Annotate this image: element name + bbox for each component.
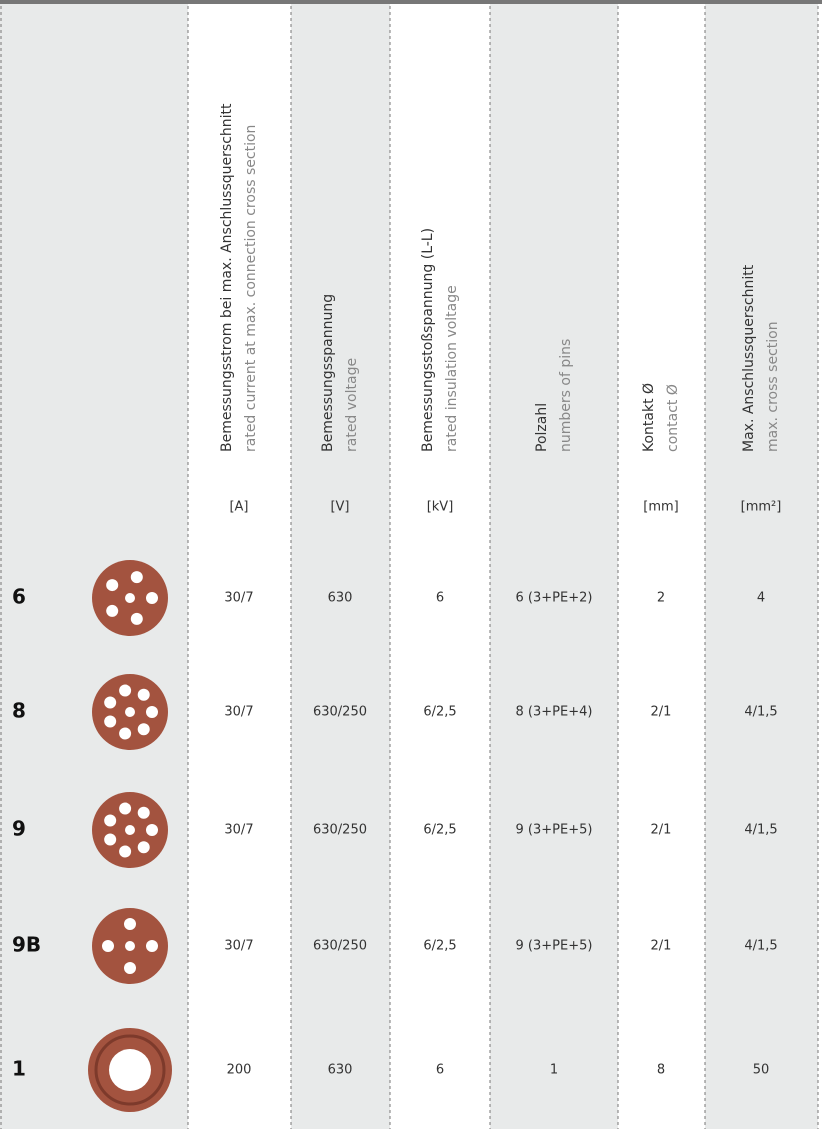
connector-hole [125, 593, 135, 603]
cell-value: 6 [436, 1063, 444, 1078]
connector-hole [124, 962, 136, 974]
cell-value: 9 (3+PE+5) [516, 823, 593, 838]
header-de: Kontakt Ø [641, 383, 657, 452]
row-label: 9 [12, 817, 26, 841]
cell-value: 30/7 [224, 823, 253, 838]
cell-value: 630/250 [313, 939, 367, 954]
connector-hole [119, 802, 132, 815]
connector-hole [146, 592, 158, 604]
connector-hole [137, 841, 150, 854]
cell-value: 9 (3+PE+5) [516, 939, 593, 954]
header-en: rated voltage [344, 358, 360, 452]
header-unit: [mm²] [741, 500, 782, 515]
top-border [0, 0, 822, 4]
connector-image [92, 908, 168, 984]
connector-hole [119, 845, 132, 858]
connector-hole [109, 1049, 151, 1091]
cell-value: 2/1 [651, 823, 672, 838]
header-unit: [V] [330, 500, 349, 515]
connector-hole [125, 941, 135, 951]
cell-value: 6/2,5 [423, 823, 456, 838]
header-unit: [A] [229, 500, 248, 515]
connector-hole [125, 707, 135, 717]
cell-value: 8 (3+PE+4) [516, 705, 593, 720]
header-de: Bemessungsstrom bei max. Anschlussquersc… [219, 103, 235, 452]
header-en: rated current at max. connection cross s… [243, 125, 259, 452]
row-label: 8 [12, 699, 26, 723]
connector-hole [102, 940, 114, 952]
header-de: Bemessungsspannung [320, 294, 336, 452]
header-unit: [kV] [427, 500, 454, 515]
connector-image [92, 792, 168, 868]
cell-value: 200 [227, 1063, 252, 1078]
connector-hole [119, 684, 132, 697]
cell-value: 50 [753, 1063, 770, 1078]
cell-value: 6/2,5 [423, 939, 456, 954]
cell-value: 2/1 [651, 705, 672, 720]
cell-value: 30/7 [224, 705, 253, 720]
connector-hole [137, 723, 150, 736]
connector-hole [125, 825, 135, 835]
cell-value: 2/1 [651, 939, 672, 954]
connector-hole [130, 612, 143, 625]
cell-value: 4 [757, 591, 765, 606]
connector-hole [124, 918, 136, 930]
connector-image [92, 674, 168, 750]
connector-hole [106, 579, 119, 592]
connector-image [88, 1028, 172, 1112]
connector-hole [104, 833, 117, 846]
cell-value: 6 (3+PE+2) [516, 591, 593, 606]
header-en: rated insulation voltage [444, 285, 460, 452]
connector-hole [146, 706, 158, 718]
connector-hole [130, 571, 143, 584]
header-en: max. cross section [765, 321, 781, 452]
header-unit: [mm] [643, 500, 678, 515]
cell-value: 4/1,5 [744, 705, 777, 720]
connector-hole [146, 940, 158, 952]
cell-value: 630 [328, 1063, 353, 1078]
cell-value: 630/250 [313, 823, 367, 838]
cell-value: 6 [436, 591, 444, 606]
cell-value: 4/1,5 [744, 939, 777, 954]
connector-hole [104, 715, 117, 728]
cell-value: 30/7 [224, 591, 253, 606]
header-en: contact Ø [665, 384, 681, 452]
cell-value: 2 [657, 591, 665, 606]
connector-hole [106, 604, 119, 617]
cell-value: 4/1,5 [744, 823, 777, 838]
row-label: 6 [12, 585, 26, 609]
header-en: numbers of pins [558, 339, 574, 452]
header-de: Max. Anschlussquerschnitt [741, 264, 757, 452]
connector-hole [146, 824, 158, 836]
cell-value: 630 [328, 591, 353, 606]
row-label: 1 [12, 1057, 26, 1081]
cell-value: 8 [657, 1063, 665, 1078]
row-label: 9B [12, 933, 41, 957]
cell-value: 1 [550, 1063, 558, 1078]
cell-value: 6/2,5 [423, 705, 456, 720]
connector-image [92, 560, 168, 636]
connector-hole [137, 688, 150, 701]
connector-hole [104, 814, 117, 827]
connector-ring [94, 1034, 166, 1106]
connector-hole [104, 696, 117, 709]
cell-value: 30/7 [224, 939, 253, 954]
connector-hole [137, 806, 150, 819]
header-de: Bemessungsstoßspannung (L-L) [420, 228, 436, 452]
connector-hole [119, 727, 132, 740]
header-de: Polzahl [534, 403, 550, 452]
cell-value: 630/250 [313, 705, 367, 720]
